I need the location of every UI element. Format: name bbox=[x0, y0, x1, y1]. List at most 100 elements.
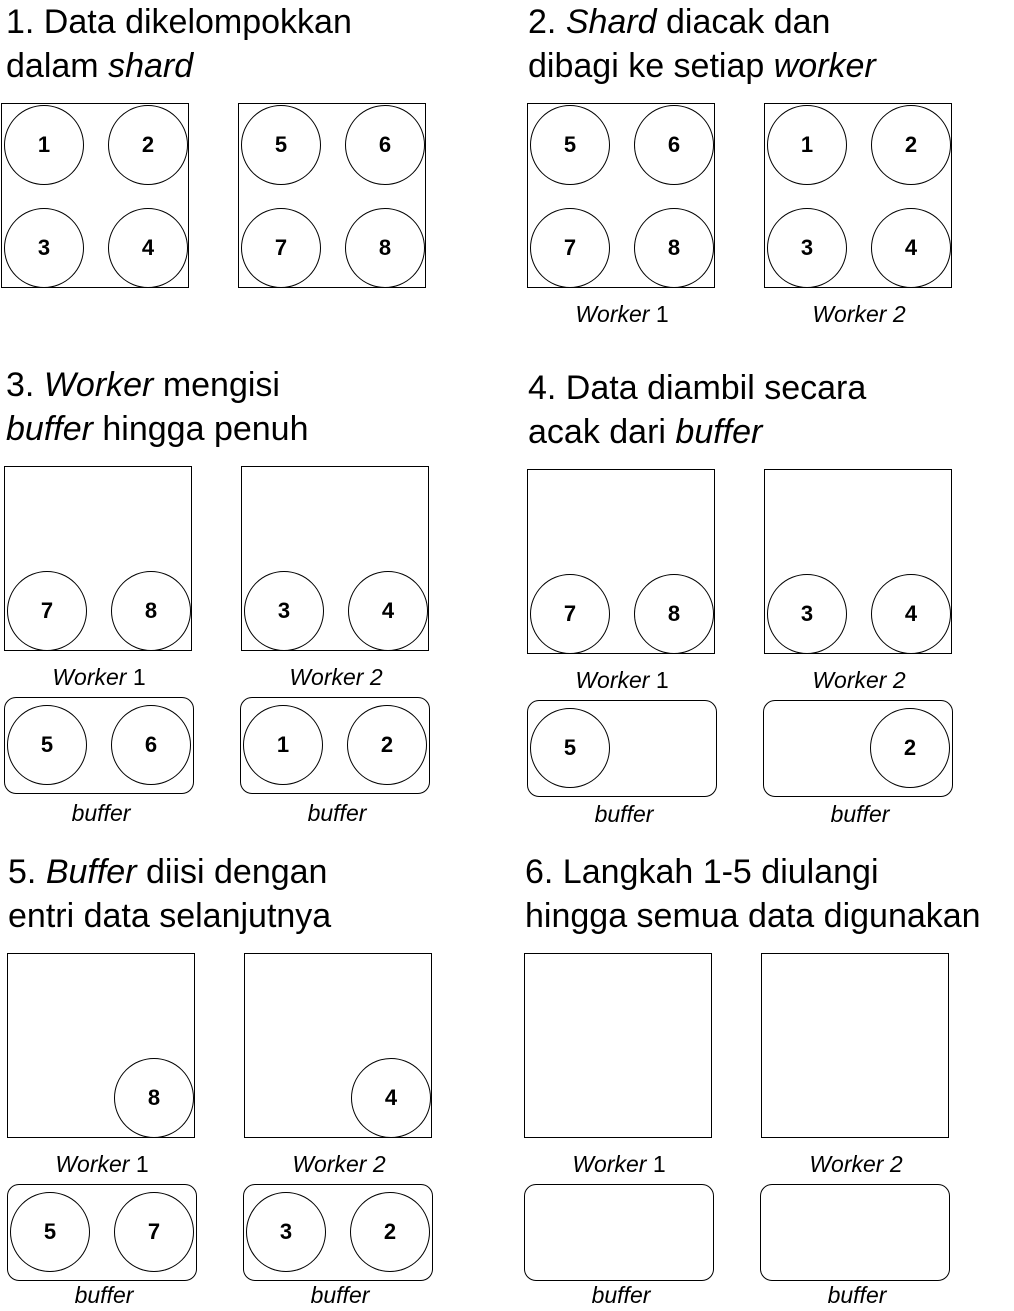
worker-box bbox=[524, 953, 712, 1138]
text-run: Worker 2 bbox=[289, 664, 383, 690]
text-run: acak dari bbox=[528, 413, 676, 451]
text-run: Worker 2 bbox=[809, 1151, 903, 1177]
text-run: Worker bbox=[575, 667, 650, 693]
text-run: buffer bbox=[71, 800, 131, 826]
buffer-label: buffer bbox=[526, 1282, 716, 1309]
text-run: Worker bbox=[575, 301, 650, 327]
data-item: 2 bbox=[870, 708, 950, 788]
data-item: 8 bbox=[111, 571, 191, 651]
text-run: buffer bbox=[827, 1282, 887, 1308]
data-item: 3 bbox=[244, 571, 324, 651]
data-item: 6 bbox=[345, 105, 425, 185]
text-run: Worker bbox=[572, 1151, 647, 1177]
data-item: 8 bbox=[634, 574, 714, 654]
text-run: worker bbox=[773, 47, 876, 85]
buffer-box bbox=[760, 1184, 950, 1281]
data-item: 1 bbox=[4, 105, 84, 185]
worker-label: Worker 2 bbox=[244, 1151, 434, 1178]
text-run: buffer bbox=[830, 801, 890, 827]
data-item: 8 bbox=[345, 208, 425, 288]
worker-box: 8 bbox=[7, 953, 195, 1138]
text-run: 6. Langkah 1-5 diulangi bbox=[525, 853, 879, 891]
text-run: 1 bbox=[649, 301, 669, 327]
step-title-2: 2. Shard diacak dan dibagi ke setiap work… bbox=[528, 0, 876, 88]
data-item: 3 bbox=[767, 574, 847, 654]
data-item: 2 bbox=[347, 705, 427, 785]
worker-label: Worker 1 bbox=[524, 1151, 714, 1178]
text-run: Worker bbox=[55, 1151, 130, 1177]
data-item: 5 bbox=[530, 105, 610, 185]
text-run: buffer bbox=[675, 413, 763, 451]
step-title-4: 4. Data diambil secara acak dari buffer bbox=[528, 366, 866, 454]
worker-label: Worker 1 bbox=[7, 1151, 197, 1178]
text-run: diisi dengan bbox=[136, 853, 328, 891]
worker-label: Worker 1 bbox=[4, 664, 194, 691]
text-run: hingga penuh bbox=[92, 410, 309, 448]
text-run: hingga semua data digunakan bbox=[525, 897, 981, 935]
text-run: buffer bbox=[591, 1282, 651, 1308]
worker-label: Worker 2 bbox=[761, 1151, 951, 1178]
worker-label: Worker 2 bbox=[764, 301, 954, 328]
text-run: buffer bbox=[310, 1282, 370, 1308]
data-item: 2 bbox=[108, 105, 188, 185]
text-run: diacak dan bbox=[656, 3, 831, 41]
text-run: buffer bbox=[74, 1282, 134, 1308]
text-run: 2. bbox=[528, 3, 566, 41]
worker-label: Worker 1 bbox=[527, 667, 717, 694]
buffer-label: buffer bbox=[6, 800, 196, 827]
data-item: 5 bbox=[10, 1192, 90, 1272]
data-item: 7 bbox=[530, 574, 610, 654]
text-run: mengisi bbox=[153, 366, 280, 404]
worker-label: Worker 2 bbox=[764, 667, 954, 694]
step-title-6: 6. Langkah 1-5 diulangi hingga semua data… bbox=[525, 850, 981, 938]
data-item: 5 bbox=[530, 708, 610, 788]
data-item: 4 bbox=[871, 574, 951, 654]
data-item: 4 bbox=[348, 571, 428, 651]
buffer-label: buffer bbox=[765, 801, 955, 828]
buffer-label: buffer bbox=[242, 800, 432, 827]
step-title-1: 1. Data dikelompokkan dalam shard bbox=[6, 0, 352, 88]
buffer-box: 5 bbox=[527, 700, 717, 797]
data-item: 3 bbox=[4, 208, 84, 288]
worker-box: 4 bbox=[244, 953, 432, 1138]
data-item: 5 bbox=[241, 105, 321, 185]
data-item: 3 bbox=[246, 1192, 326, 1272]
text-run: 5. bbox=[8, 853, 46, 891]
text-run: shard bbox=[108, 47, 194, 85]
text-run: dalam bbox=[6, 47, 109, 85]
worker-box bbox=[761, 953, 949, 1138]
text-run: buffer bbox=[594, 801, 654, 827]
text-run: Shard bbox=[565, 3, 657, 41]
text-run: 1 bbox=[129, 1151, 149, 1177]
data-item: 4 bbox=[871, 208, 951, 288]
text-run: dibagi ke setiap bbox=[528, 47, 774, 85]
text-run: Buffer bbox=[45, 853, 137, 891]
data-item: 7 bbox=[114, 1192, 194, 1272]
text-run: Worker 2 bbox=[812, 667, 906, 693]
buffer-label: buffer bbox=[245, 1282, 435, 1309]
data-item: 8 bbox=[114, 1058, 194, 1138]
data-item: 6 bbox=[111, 705, 191, 785]
data-item: 8 bbox=[634, 208, 714, 288]
buffer-label: buffer bbox=[9, 1282, 199, 1309]
data-item: 7 bbox=[241, 208, 321, 288]
buffer-box bbox=[524, 1184, 714, 1281]
text-run: 1 bbox=[649, 667, 669, 693]
text-run: 1. Data dikelompokkan bbox=[6, 3, 352, 41]
data-item: 1 bbox=[243, 705, 323, 785]
step-title-3: 3. Worker mengisi buffer hingga penuh bbox=[6, 363, 309, 451]
text-run: 1 bbox=[646, 1151, 666, 1177]
data-item: 4 bbox=[108, 208, 188, 288]
buffer-label: buffer bbox=[762, 1282, 952, 1309]
worker-label: Worker 2 bbox=[241, 664, 431, 691]
text-run: 3. bbox=[6, 366, 44, 404]
text-run: Worker bbox=[52, 664, 127, 690]
